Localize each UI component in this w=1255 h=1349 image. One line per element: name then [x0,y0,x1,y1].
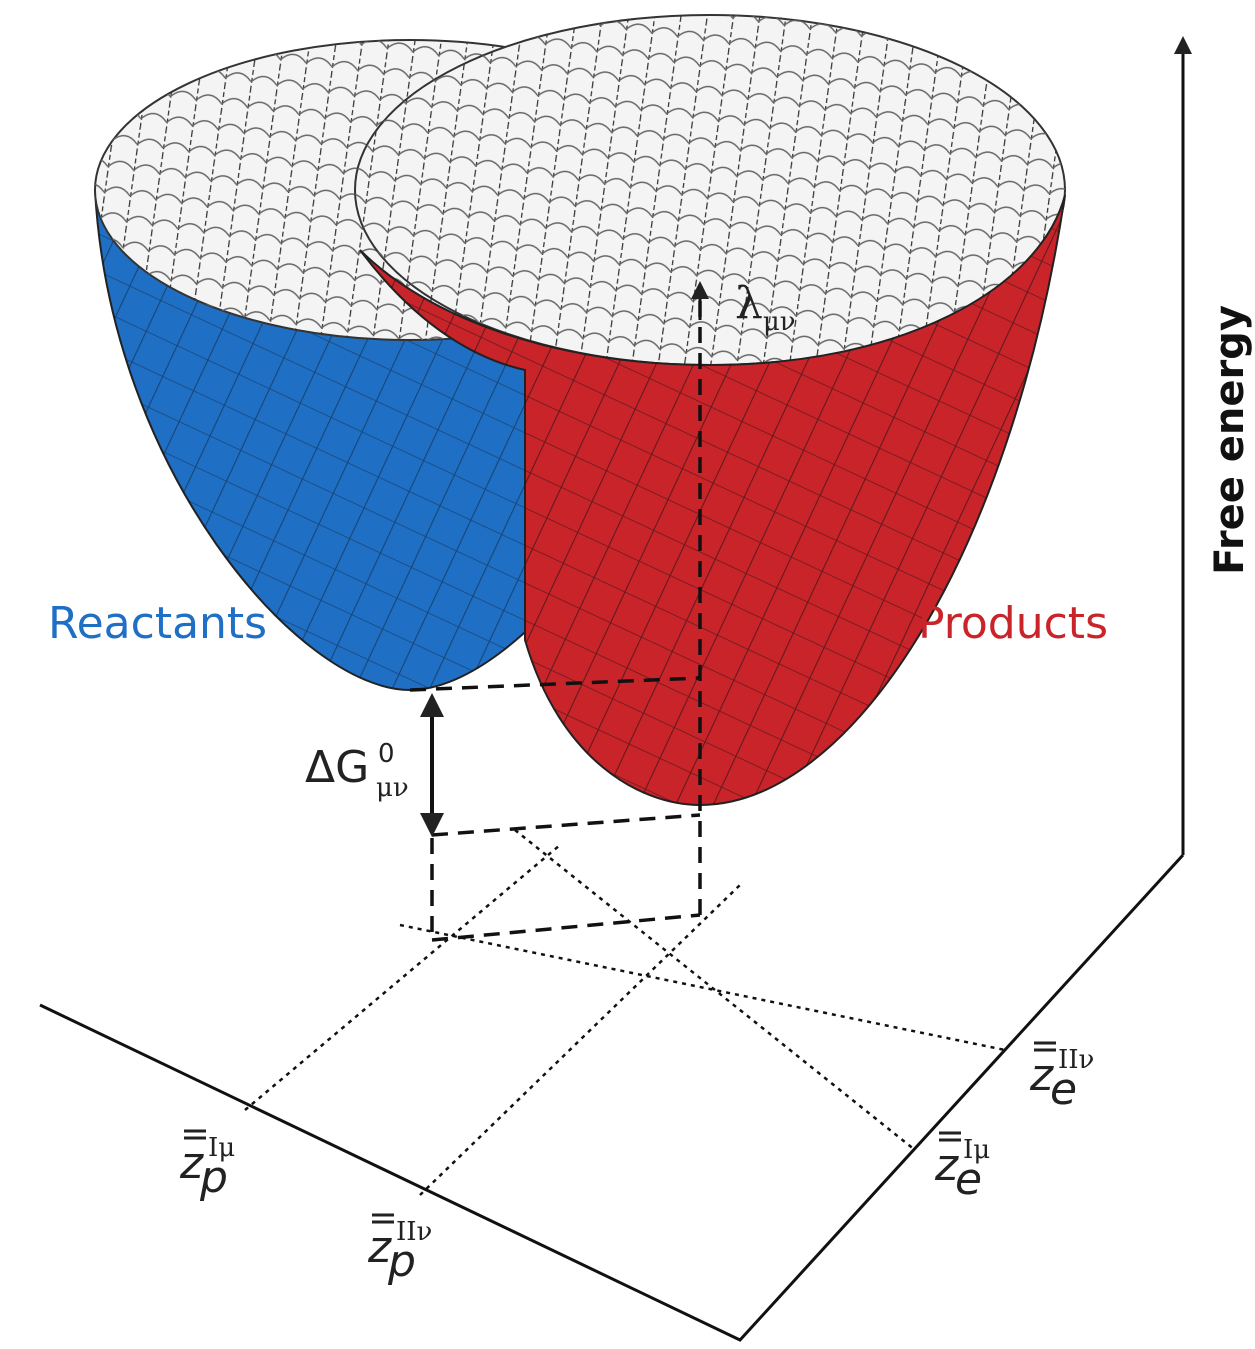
reactants-label: Reactants [48,598,267,649]
delta-g-sub: μν [376,773,409,803]
axis-label-sub: p [199,1152,228,1203]
projection-lines [245,830,1005,1195]
free-energy-label: Free energy [1207,305,1253,575]
diagram: Reactants Products Free energy λμν ΔG0μν… [0,0,1255,1349]
delta-g-label: ΔG 0 μν [305,739,409,803]
axis-label-sub: e [1050,1064,1077,1115]
delta-g-sup: 0 [378,739,395,769]
axis-label-sub: p [387,1236,416,1287]
lambda-sub: μν [763,307,796,337]
lambda-base: λ [735,278,763,329]
delta-g-base: ΔG [305,742,369,793]
products-label: Products [918,598,1108,649]
axis-label-sub: e [955,1154,982,1205]
